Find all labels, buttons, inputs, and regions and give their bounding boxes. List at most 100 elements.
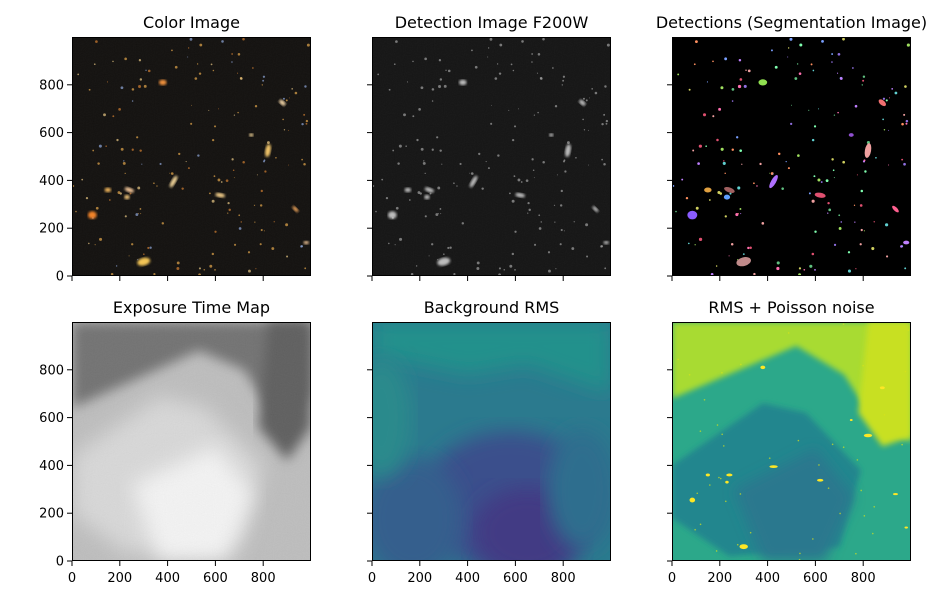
faint-source: [420, 147, 424, 151]
faint-source: [97, 162, 100, 165]
faint-source: [566, 141, 570, 144]
poisson-source: [904, 526, 908, 529]
faint-source: [533, 114, 536, 116]
segment: [698, 237, 703, 241]
segment: [854, 221, 856, 223]
faint-source: [423, 160, 425, 162]
faint-source: [225, 179, 229, 182]
faint-source: [474, 65, 478, 69]
segment: [722, 161, 726, 165]
x-tick-label: 800: [251, 571, 276, 586]
segment: [888, 129, 890, 131]
faint-source: [461, 222, 465, 225]
panel-image: [672, 37, 911, 276]
faint-source: [128, 255, 130, 257]
faint-source: [305, 122, 308, 125]
segment: [905, 122, 908, 125]
segment: [715, 265, 718, 267]
faint-source: [213, 175, 216, 178]
faint-source: [143, 253, 145, 255]
faint-source: [437, 259, 439, 261]
panel-detection: Detection Image F200W: [367, 13, 611, 281]
faint-source: [141, 163, 143, 165]
segment: [808, 192, 811, 195]
faint-source: [469, 172, 471, 174]
panel-title: RMS + Poisson noise: [708, 298, 874, 317]
bright-source: [292, 206, 299, 213]
panel-segmentation: Detections (Segmentation Image): [656, 13, 927, 281]
faint-source: [553, 204, 556, 206]
segment: [712, 115, 715, 118]
segment: [810, 63, 813, 66]
segment: [811, 252, 815, 256]
faint-source: [187, 167, 190, 170]
faint-source: [532, 169, 535, 172]
faint-source: [520, 181, 523, 183]
faint-source: [286, 255, 289, 258]
faint-source: [496, 63, 499, 65]
faint-source: [583, 129, 586, 131]
segment: [885, 223, 889, 227]
faint-source: [129, 192, 132, 195]
segment: [720, 86, 724, 90]
segment: [842, 37, 845, 41]
faint-source: [190, 122, 193, 125]
faint-source: [99, 237, 103, 241]
segment: [831, 53, 834, 55]
faint-source: [103, 113, 106, 117]
faint-source: [542, 160, 545, 164]
faint-source: [497, 154, 500, 157]
segment: [739, 78, 743, 81]
segment: [885, 99, 888, 102]
segment: [787, 47, 790, 49]
faint-source: [420, 86, 424, 90]
faint-source: [198, 72, 202, 75]
segment: [787, 56, 789, 58]
faint-source: [131, 88, 135, 91]
segment: [785, 160, 787, 163]
poisson-source: [726, 473, 733, 477]
faint-source: [388, 88, 391, 91]
segment: [859, 243, 862, 246]
faint-source: [489, 37, 493, 41]
faint-source: [210, 63, 213, 66]
segment: [900, 245, 903, 248]
segment-bright: [724, 186, 735, 193]
faint-source: [239, 77, 243, 80]
segment: [747, 246, 750, 250]
faint-source: [406, 81, 409, 83]
faint-source: [564, 170, 567, 173]
x-tick-label: 200: [407, 571, 432, 586]
segment: [739, 207, 742, 210]
segment: [862, 79, 865, 82]
segment: [860, 228, 863, 232]
faint-source: [237, 53, 241, 56]
faint-source: [435, 213, 439, 217]
segment: [901, 122, 904, 126]
bright-source: [158, 79, 167, 86]
faint-source: [208, 192, 211, 195]
faint-source: [181, 187, 184, 190]
segment: [731, 88, 735, 91]
faint-source: [449, 246, 452, 249]
bright-source: [169, 175, 178, 188]
faint-source: [603, 113, 606, 116]
segment: [777, 152, 781, 156]
faint-source: [459, 162, 462, 165]
bright-source: [87, 211, 97, 219]
segment: [712, 60, 714, 63]
segment: [840, 221, 843, 223]
segment: [774, 65, 778, 69]
segment: [693, 63, 696, 66]
faint-source: [537, 111, 539, 114]
bright-source: [265, 144, 271, 158]
segment: [889, 97, 891, 99]
faint-source: [531, 158, 534, 161]
faint-source: [600, 245, 603, 248]
faint-source: [605, 122, 608, 125]
faint-source: [221, 40, 224, 43]
segment: [735, 136, 739, 139]
segment: [761, 221, 765, 225]
x-tick-label: 600: [803, 571, 828, 586]
segment: [735, 212, 739, 217]
